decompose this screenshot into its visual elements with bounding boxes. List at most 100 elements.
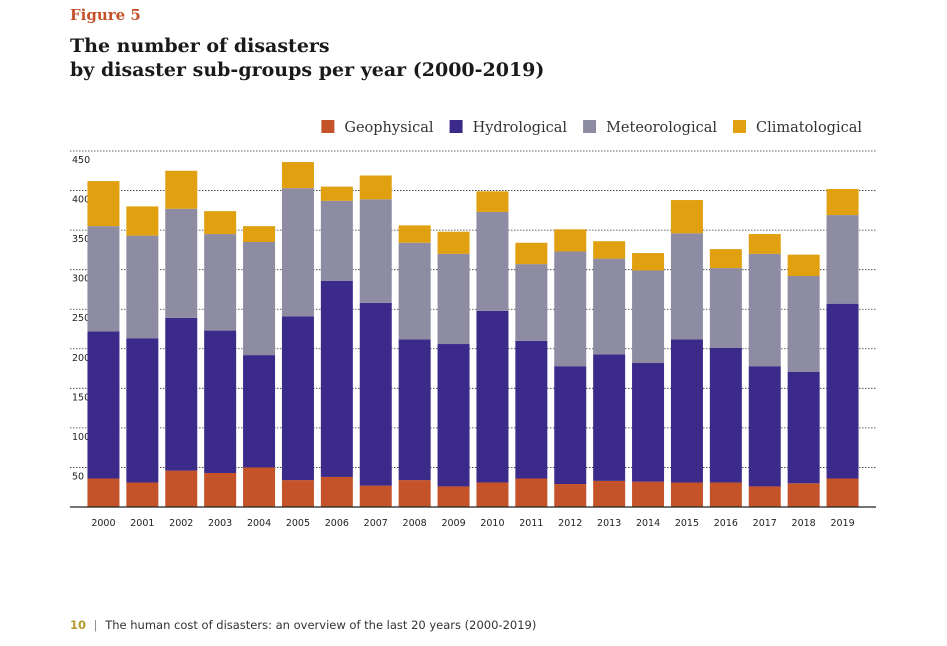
bar-climatological-2000 <box>87 181 120 227</box>
title-line-2: by disaster sub-groups per year (2000-20… <box>70 59 545 81</box>
bar-meteorological-2019 <box>826 215 859 304</box>
bar-geophysical-2016 <box>709 482 742 507</box>
bar-hydrological-2017 <box>748 366 781 487</box>
x-tick-label-2002: 2002 <box>169 518 193 529</box>
x-tick-label-2015: 2015 <box>675 518 699 529</box>
x-tick-label-2001: 2001 <box>130 518 154 529</box>
x-tick-label-2016: 2016 <box>714 518 738 529</box>
bar-meteorological-2000 <box>87 226 120 332</box>
bar-meteorological-2003 <box>204 234 237 331</box>
x-tick-label-2006: 2006 <box>325 518 349 529</box>
legend-label-climatological: Climatological <box>756 120 862 136</box>
bar-climatological-2011 <box>515 242 548 265</box>
x-tick-label-2017: 2017 <box>753 518 777 529</box>
y-tick-label-250: 250 <box>72 313 90 324</box>
x-tick-label-2018: 2018 <box>792 518 816 529</box>
bar-climatological-2007 <box>359 175 392 200</box>
x-tick-label-2010: 2010 <box>480 518 504 529</box>
bar-hydrological-2014 <box>632 363 665 482</box>
x-tick-label-2005: 2005 <box>286 518 310 529</box>
legend-label-geophysical: Geophysical <box>344 120 434 136</box>
bar-meteorological-2006 <box>320 200 353 281</box>
x-tick-label-2009: 2009 <box>441 518 465 529</box>
title-line-1: The number of disasters <box>70 35 330 57</box>
bar-geophysical-2010 <box>476 482 509 507</box>
bar-climatological-2002 <box>165 170 198 209</box>
bar-hydrological-2018 <box>787 371 820 484</box>
y-tick-label-450: 450 <box>72 155 90 166</box>
bar-meteorological-2010 <box>476 211 509 311</box>
x-tick-label-2012: 2012 <box>558 518 582 529</box>
bar-geophysical-2009 <box>437 486 470 507</box>
bar-geophysical-2015 <box>670 482 703 507</box>
page-footer: 10 | The human cost of disasters: an ove… <box>70 618 536 632</box>
bar-hydrological-2009 <box>437 344 470 487</box>
bar-hydrological-2007 <box>359 302 392 486</box>
bar-meteorological-2011 <box>515 264 548 341</box>
bar-meteorological-2009 <box>437 253 470 345</box>
bar-geophysical-2003 <box>204 472 237 507</box>
bar-geophysical-2007 <box>359 485 392 507</box>
bar-geophysical-2017 <box>748 486 781 507</box>
bar-meteorological-2008 <box>398 242 431 340</box>
bar-geophysical-2014 <box>632 481 665 507</box>
legend-swatch-hydrological <box>449 120 463 133</box>
bar-hydrological-2012 <box>554 366 587 485</box>
bar-meteorological-2017 <box>748 253 781 367</box>
bar-climatological-2010 <box>476 191 509 212</box>
bar-meteorological-2012 <box>554 251 587 367</box>
bar-climatological-2003 <box>204 211 237 235</box>
bar-hydrological-2004 <box>243 355 276 468</box>
bar-geophysical-2001 <box>126 482 159 507</box>
bar-meteorological-2018 <box>787 275 820 372</box>
y-tick-label-50: 50 <box>72 471 84 482</box>
x-tick-label-2013: 2013 <box>597 518 621 529</box>
legend-swatch-meteorological <box>583 120 597 133</box>
legend-swatch-climatological <box>732 120 746 133</box>
x-tick-label-2007: 2007 <box>364 518 388 529</box>
x-tick-label-2019: 2019 <box>830 518 854 529</box>
bar-geophysical-2006 <box>320 476 353 507</box>
stacked-bar-chart: 50 100 150 200 250 300 350 400 450 2000 2001 2002 20… <box>70 120 876 529</box>
bar-climatological-2019 <box>826 188 859 216</box>
legend-label-meteorological: Meteorological <box>606 120 717 136</box>
legend-label-hydrological: Hydrological <box>473 120 568 136</box>
bar-hydrological-2003 <box>204 330 237 473</box>
legend-swatch-geophysical <box>321 120 335 133</box>
bar-hydrological-2000 <box>87 331 120 479</box>
bar-hydrological-2016 <box>709 347 742 483</box>
bar-hydrological-2002 <box>165 317 198 471</box>
bar-climatological-2012 <box>554 229 587 252</box>
x-tick-label-2000: 2000 <box>91 518 115 529</box>
y-tick-label-300: 300 <box>72 274 90 285</box>
y-tick-label-200: 200 <box>72 353 90 364</box>
bar-geophysical-2012 <box>554 484 587 507</box>
bar-hydrological-2013 <box>593 354 626 481</box>
page-number: 10 <box>70 618 87 632</box>
bar-hydrological-2008 <box>398 339 431 481</box>
bar-geophysical-2000 <box>87 478 120 507</box>
x-tick-label-2014: 2014 <box>636 518 660 529</box>
bar-climatological-2008 <box>398 225 431 243</box>
footer-separator: | <box>93 618 98 632</box>
bar-meteorological-2013 <box>593 258 626 355</box>
y-tick-label-350: 350 <box>72 234 90 245</box>
bar-meteorological-2002 <box>165 208 198 318</box>
bar-climatological-2014 <box>632 253 665 271</box>
bar-geophysical-2011 <box>515 478 548 507</box>
bar-climatological-2004 <box>243 226 276 242</box>
bar-geophysical-2008 <box>398 480 431 507</box>
bar-hydrological-2019 <box>826 303 859 479</box>
bar-meteorological-2005 <box>281 188 314 317</box>
chart-title: The number of disasters by disaster sub-… <box>70 34 830 82</box>
bar-climatological-2018 <box>787 254 820 276</box>
y-tick-label-100: 100 <box>72 432 90 443</box>
bar-hydrological-2006 <box>320 280 353 477</box>
bar-hydrological-2011 <box>515 340 548 479</box>
bar-hydrological-2010 <box>476 310 509 483</box>
bar-climatological-2017 <box>748 234 781 254</box>
bar-hydrological-2005 <box>281 316 314 481</box>
figure-label: Figure 5 <box>70 6 141 24</box>
bar-geophysical-2004 <box>243 467 276 507</box>
bar-meteorological-2015 <box>670 233 703 340</box>
